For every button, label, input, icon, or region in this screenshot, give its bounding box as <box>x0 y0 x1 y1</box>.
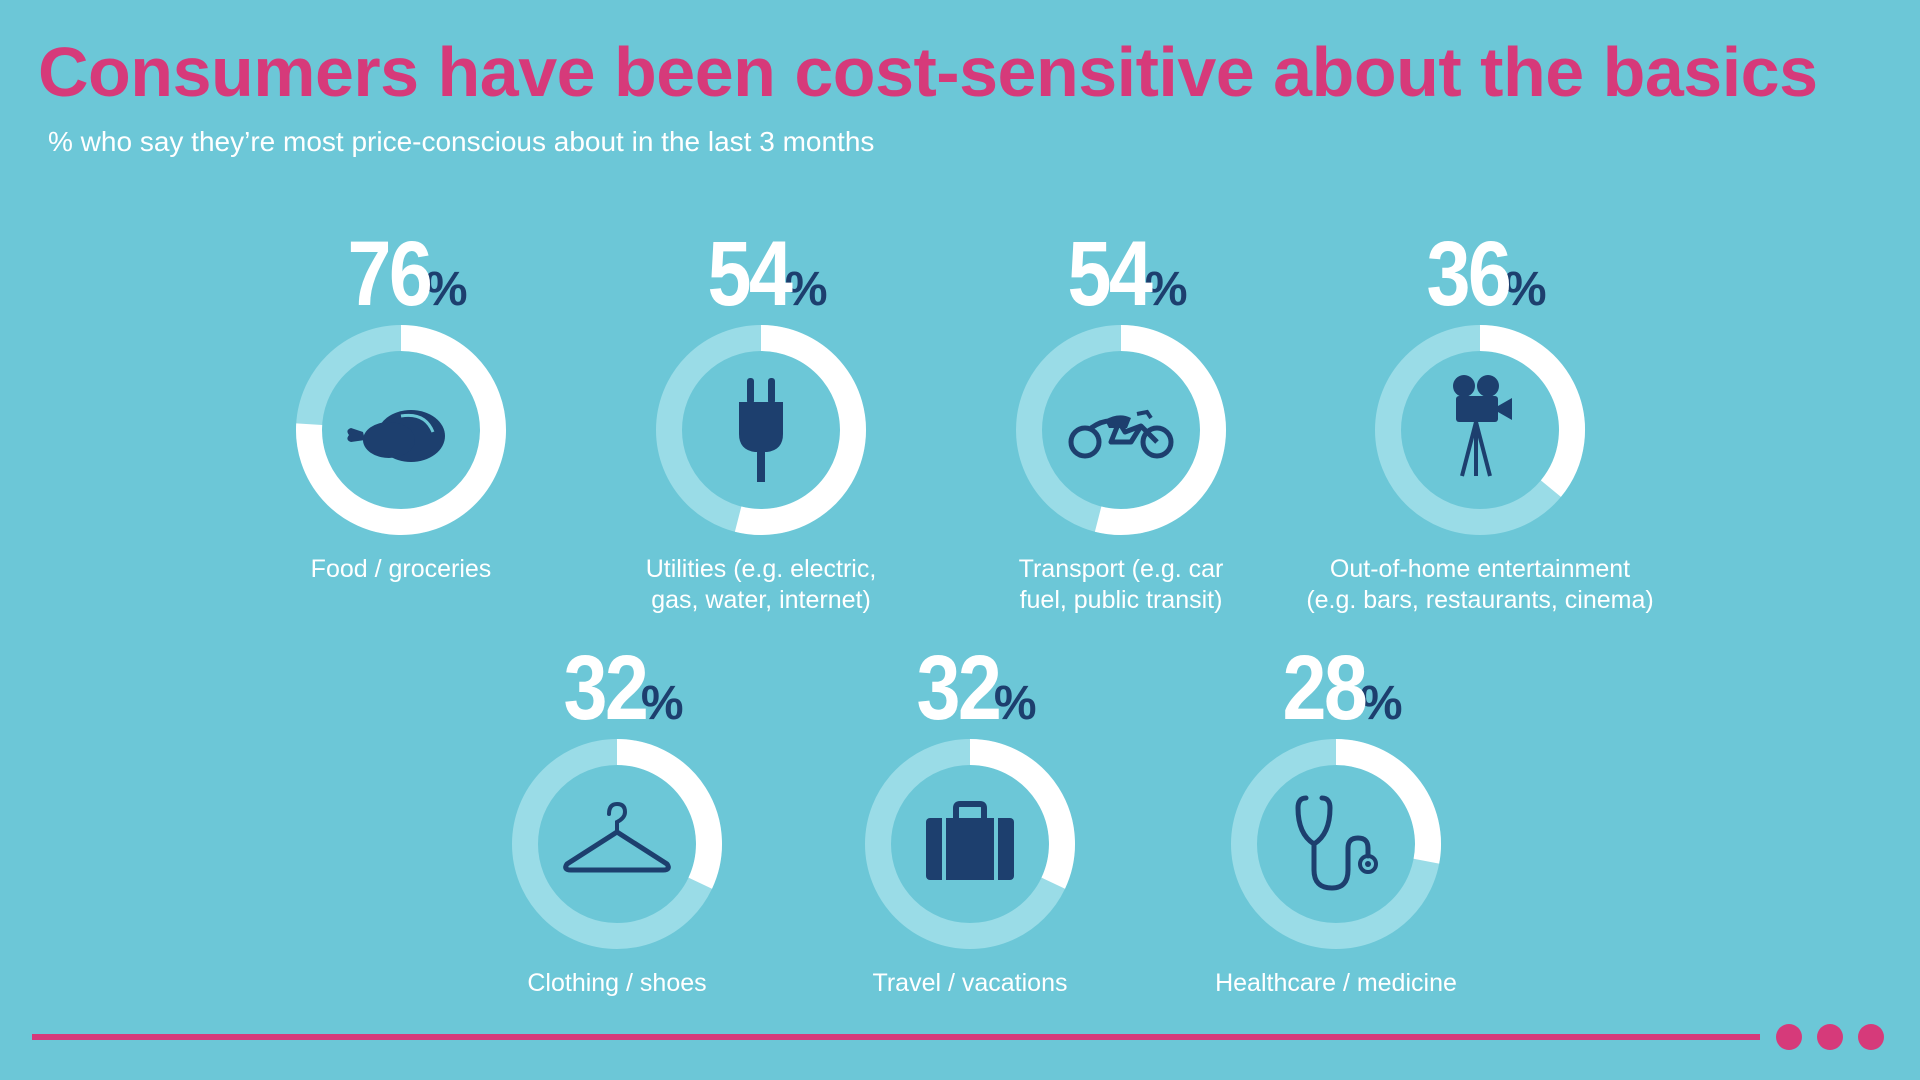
stat-food: 76% Food / groceries <box>191 228 611 585</box>
category-label: Out-of-home entertainment (e.g. bars, re… <box>1306 555 1654 614</box>
suitcase-icon <box>926 801 1014 880</box>
page-title: Consumers have been cost-sensitive about… <box>38 33 1818 111</box>
footer-divider <box>32 1034 1760 1040</box>
category-label: Clothing / shoes <box>527 969 707 997</box>
stat-utilities: 54% Utilities (e.g. electric, gas, water… <box>551 228 971 616</box>
stat-number: 36 <box>1426 223 1512 325</box>
donut-value-arc <box>734 325 866 535</box>
stat-value: 76% <box>191 228 611 320</box>
stat-number: 54 <box>1067 223 1153 325</box>
stat-percent-sign: % <box>1503 263 1547 316</box>
donut-svg <box>656 325 866 535</box>
category-label: Travel / vacations <box>872 969 1068 997</box>
donut-svg <box>1375 325 1585 535</box>
donut-value-arc <box>296 325 506 535</box>
stethoscope-icon <box>1295 795 1378 891</box>
stat-value: 32% <box>407 642 827 734</box>
stat-travel: 32% Travel / vacations <box>760 642 1180 999</box>
stat-value: 28% <box>1126 642 1546 734</box>
donut-svg <box>1231 739 1441 949</box>
stat-percent-sign: % <box>1359 677 1403 730</box>
donut-svg <box>296 325 506 535</box>
donut-value-arc <box>1094 325 1226 535</box>
donut-value-arc <box>1335 739 1441 864</box>
plug-icon <box>739 378 783 482</box>
stat-transport: 54% Transport (e.g. car fuel, public tra… <box>911 228 1331 616</box>
donut-value-arc <box>616 739 722 889</box>
page-subtitle: % who say they’re most price-conscious a… <box>48 126 875 157</box>
motorcycle-icon <box>1068 409 1174 459</box>
stat-number: 32 <box>563 637 649 739</box>
stat-value: 54% <box>911 228 1331 320</box>
stat-percent-sign: % <box>640 677 684 730</box>
stat-percent-sign: % <box>1144 263 1188 316</box>
stat-percent-sign: % <box>784 263 828 316</box>
stat-number: 76 <box>347 223 433 325</box>
donut-ring <box>655 324 867 536</box>
donut-ring <box>864 738 1076 950</box>
stat-percent-sign: % <box>424 263 468 316</box>
donut-ring <box>1015 324 1227 536</box>
donut-value-arc <box>969 739 1075 889</box>
category-label: Food / groceries <box>310 555 492 583</box>
stat-value: 36% <box>1270 228 1690 320</box>
movie-camera-icon <box>1453 375 1512 477</box>
donut-ring <box>295 324 507 536</box>
donut-ring <box>511 738 723 950</box>
donut-svg <box>865 739 1075 949</box>
category-label: Transport (e.g. car fuel, public transit… <box>1018 555 1224 614</box>
stat-number: 54 <box>707 223 793 325</box>
footer-dot <box>1817 1024 1843 1050</box>
footer-dot <box>1776 1024 1802 1050</box>
roast-chicken-icon <box>347 410 445 462</box>
hanger-icon <box>563 801 671 873</box>
stat-value: 32% <box>760 642 1180 734</box>
donut-value-arc <box>1479 325 1585 497</box>
donut-svg <box>1016 325 1226 535</box>
donut-svg <box>512 739 722 949</box>
category-label: Healthcare / medicine <box>1215 969 1457 997</box>
donut-ring <box>1374 324 1586 536</box>
stat-clothing: 32% Clothing / shoes <box>407 642 827 999</box>
category-label: Utilities (e.g. electric, gas, water, in… <box>645 555 877 614</box>
stat-entertainment: 36% Out-of-home entertainment (e.g. bars… <box>1270 228 1690 616</box>
stat-number: 28 <box>1282 637 1368 739</box>
stat-healthcare: 28% Healthcare / medicine <box>1126 642 1546 999</box>
stat-number: 32 <box>916 637 1002 739</box>
stat-percent-sign: % <box>993 677 1037 730</box>
footer-dot <box>1858 1024 1884 1050</box>
stat-value: 54% <box>551 228 971 320</box>
donut-ring <box>1230 738 1442 950</box>
